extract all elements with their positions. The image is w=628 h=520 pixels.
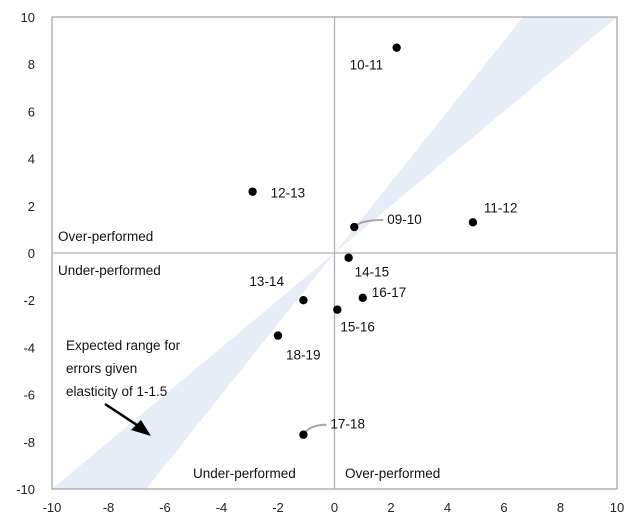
over-performed-left-label: Over-performed — [58, 229, 153, 244]
data-point — [468, 218, 478, 227]
data-label: 15-16 — [340, 320, 375, 335]
data-point — [248, 187, 257, 196]
over-performed-bottom-label: Over-performed — [345, 466, 440, 481]
annotation-layer: Over-performed Under-performed Under-per… — [58, 229, 440, 481]
range-label-line3: elasticity of 1-1.5 — [66, 384, 167, 399]
data-label: 09-10 — [387, 212, 422, 227]
y-tick-label: -6 — [23, 388, 35, 403]
y-tick-label: 8 — [28, 57, 35, 72]
y-tick-label: 6 — [28, 104, 35, 119]
x-tick-label: -10 — [43, 500, 62, 515]
y-tick-label: -10 — [16, 482, 35, 497]
x-tick-label: 4 — [444, 500, 451, 515]
range-label-line1: Expected range for — [66, 338, 181, 353]
tick-labels: -10 -8 -6 -4 -2 0 2 4 6 8 10 10 8 6 4 2 0 -2 -4 -6 -8 -10 — [16, 10, 624, 515]
under-performed-left-label: Under-performed — [58, 263, 161, 278]
range-label-line2: errors given — [66, 361, 137, 376]
data-point — [273, 331, 283, 340]
data-point — [333, 305, 342, 314]
y-tick-label: 10 — [21, 10, 35, 25]
data-point — [350, 222, 359, 232]
y-tick-label: 2 — [28, 199, 35, 214]
x-tick-label: 10 — [610, 500, 624, 515]
data-label: 10-11 — [350, 58, 384, 73]
axes-layer — [51, 16, 618, 490]
data-point — [358, 293, 367, 303]
data-point — [299, 296, 308, 305]
y-tick-label: -4 — [23, 340, 35, 355]
y-tick-label: 0 — [28, 246, 35, 261]
data-points: 09-10 10-11 11-12 12-13 13-14 14-15 15-16 16-17… — [248, 43, 518, 439]
data-label: 11-12 — [484, 200, 518, 215]
y-tick-label: -8 — [23, 435, 35, 450]
x-tick-label: -6 — [159, 500, 171, 515]
data-point — [299, 430, 308, 439]
x-tick-label: -2 — [272, 500, 284, 515]
x-tick-label: 2 — [387, 500, 394, 515]
data-label: 13-14 — [249, 274, 284, 289]
under-performed-bottom-label: Under-performed — [193, 466, 296, 481]
range-arrow — [104, 402, 151, 436]
data-label: 18-19 — [286, 348, 321, 363]
x-tick-label: -4 — [216, 500, 228, 515]
x-tick-label: 6 — [500, 500, 507, 515]
x-tick-label: 0 — [331, 500, 338, 515]
data-label: 12-13 — [271, 186, 306, 201]
data-label: 16-17 — [372, 285, 407, 300]
y-tick-label: 4 — [28, 152, 35, 167]
x-tick-label: 8 — [557, 500, 564, 515]
data-point — [344, 253, 353, 262]
data-label: 17-18 — [330, 417, 365, 432]
data-point — [392, 43, 401, 52]
data-label: 14-15 — [355, 265, 390, 280]
y-tick-label: -2 — [23, 293, 35, 308]
x-tick-label: -8 — [103, 500, 115, 515]
